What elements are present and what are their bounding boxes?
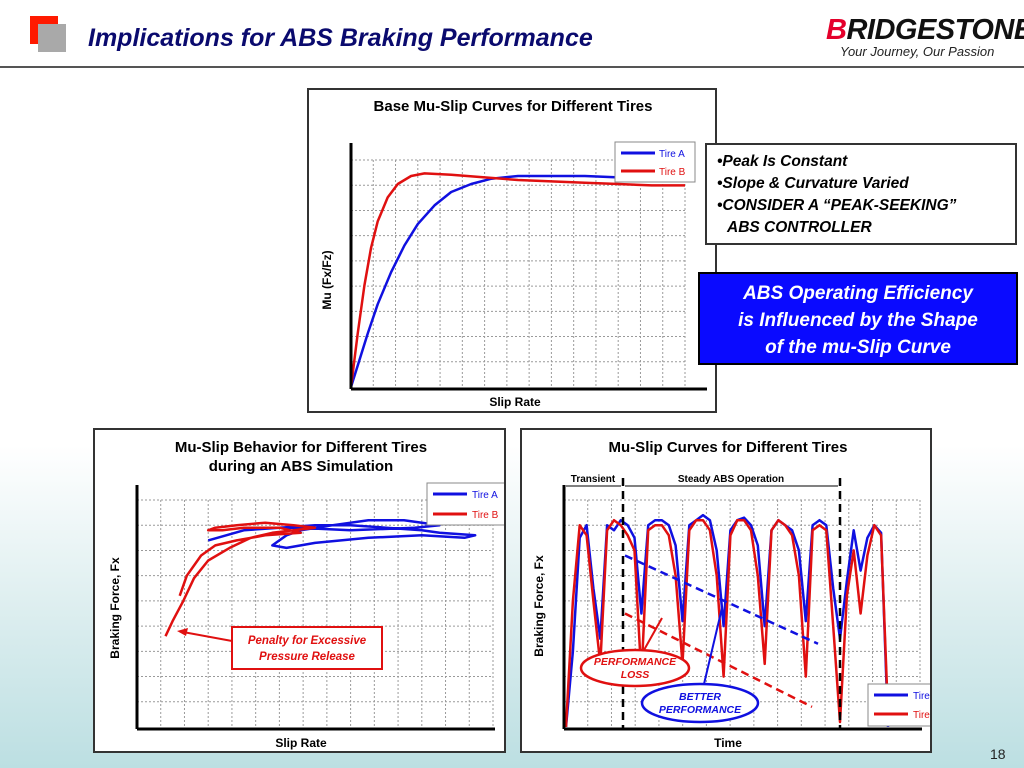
performance-loss-badge: [579, 648, 691, 688]
chart1-legend-label-tire-b: Tire B: [659, 167, 686, 178]
chart2-legend: [426, 482, 510, 526]
chart1-x-label: Slip Rate: [489, 395, 541, 409]
callout-line: of the mu-Slip Curve: [765, 337, 951, 358]
chart3-title: Mu-Slip Curves for Different Tires: [609, 439, 848, 456]
page-number: 18: [990, 746, 1006, 762]
penalty-annotation-line2: Pressure Release: [259, 651, 356, 663]
chart2-x-label: Slip Rate: [275, 736, 327, 750]
key-points-box: •Peak Is Constant •Slope & Curvature Var…: [705, 143, 1017, 245]
better-performance-line2: PERFORMANCE: [659, 704, 742, 716]
chart3-x-label: Time: [714, 736, 742, 750]
chart3-line-tire-a: [564, 513, 890, 728]
chart2-legend-label-tire-b: Tire B: [472, 510, 499, 521]
chart3-svg: Mu-Slip Curves for Different Tires Trans…: [532, 439, 953, 750]
key-point: •CONSIDER A “PEAK-SEEKING”: [717, 197, 957, 214]
chart-time-series: Mu-Slip Curves for Different Tires Trans…: [520, 428, 953, 753]
chart2-svg: Mu-Slip Behavior for Different Tires dur…: [108, 439, 510, 750]
transient-label: Transient: [571, 474, 616, 485]
title-divider: [0, 66, 1024, 68]
key-point: •Peak Is Constant: [717, 153, 848, 170]
penalty-annotation-line1: Penalty for Excessive: [248, 635, 367, 647]
penalty-arrow-head: [177, 628, 188, 636]
steady-label: Steady ABS Operation: [678, 474, 784, 485]
performance-loss-line1: PERFORMANCE: [594, 656, 677, 668]
performance-loss-line2: LOSS: [621, 669, 650, 681]
logo-square-gray: [38, 24, 66, 52]
chart3-legend-label-tire-a: Tire A: [913, 691, 930, 702]
chart1-legend: [614, 141, 696, 183]
chart1-legend-label-tire-a: Tire A: [659, 149, 685, 160]
chart2-title-line1: Mu-Slip Behavior for Different Tires: [175, 439, 427, 456]
brand-logo: BRIDGESTONE: [826, 14, 1024, 47]
trend-line-tire-a: [624, 554, 819, 645]
brand-tagline: Your Journey, Our Passion: [840, 44, 995, 59]
chart-abs-simulation: Mu-Slip Behavior for Different Tires dur…: [93, 428, 510, 753]
chart3-grid: [564, 499, 921, 727]
chart1-title: Base Mu-Slip Curves for Different Tires: [374, 98, 653, 115]
better-performance-pointer: [703, 607, 723, 685]
page-title: Implications for ABS Braking Performance: [88, 24, 593, 52]
chart3-legend-label-tire-b: Tire B: [913, 710, 930, 721]
chart1-line-tire-a: [349, 174, 686, 388]
key-point: ABS CONTROLLER: [727, 219, 872, 236]
chart2-y-label: Braking Force, Fx: [108, 557, 122, 659]
chart1-grid: [351, 159, 686, 387]
chart1-line-tire-b: [349, 172, 685, 388]
chart2-title-line2: during an ABS Simulation: [209, 458, 393, 475]
trend-line-tire-b: [624, 612, 813, 708]
penalty-arrow-line: [182, 631, 233, 642]
chart-base-mu-slip: Base Mu-Slip Curves for Different Tires …: [307, 88, 717, 413]
brand-logo-initial: B: [826, 14, 847, 46]
brand-logo-rest: RIDGESTONE: [846, 14, 1024, 46]
chart1-y-label: Mu (Fx/Fz): [320, 250, 334, 309]
chart2-legend-label-tire-a: Tire A: [472, 490, 498, 501]
chart3-line-tire-b: [564, 518, 890, 728]
better-performance-badge: [640, 682, 760, 724]
chart1-svg: Base Mu-Slip Curves for Different Tires …: [320, 98, 707, 409]
chart3-y-label: Braking Force, Fx: [532, 555, 546, 657]
performance-loss-pointer: [643, 617, 663, 651]
better-performance-line1: BETTER: [679, 691, 721, 703]
penalty-annotation-box: [231, 626, 383, 670]
key-point: •Slope & Curvature Varied: [717, 175, 909, 192]
chart1-series: [349, 172, 686, 388]
efficiency-callout: ABS Operating Efficiency is Influenced b…: [698, 272, 1018, 365]
chart2-series: [164, 518, 477, 637]
callout-line: ABS Operating Efficiency: [743, 283, 973, 304]
callout-line: is Influenced by the Shape: [738, 310, 978, 331]
chart3-series: [564, 513, 890, 728]
chart2-line-tire-b: [164, 521, 317, 637]
